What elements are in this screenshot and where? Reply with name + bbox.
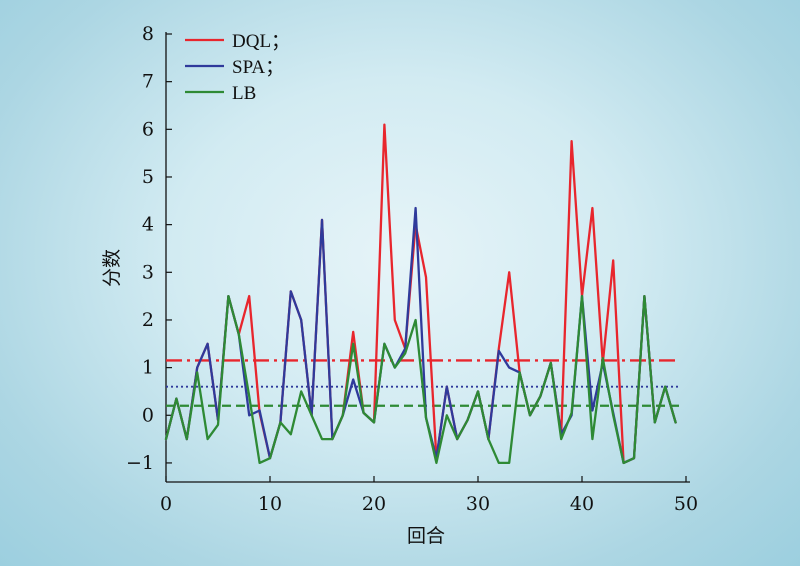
x-tick-label: 40 [570,493,594,515]
legend-label-spa: SPA； [232,57,284,78]
y-tick-label: 3 [142,261,154,283]
y-axis-title: 分数 [101,249,123,287]
series-lines [164,123,677,465]
legend: DQL； SPA； LB [185,31,290,104]
y-tick-label: 7 [142,71,154,93]
y-tick-label: 1 [142,357,154,379]
x-tick-label: 20 [362,493,386,515]
legend-label-dql: DQL； [232,31,290,52]
series-line-dql [164,123,677,465]
legend-label-lb: LB [232,83,256,104]
y-tick-label: 2 [142,309,154,331]
axes: −1 0 1 2 3 4 5 6 7 8 0 10 20 30 40 50 回合 分数 [101,23,698,547]
series-line-lb [164,294,677,465]
y-tick-label: −1 [126,452,154,474]
x-tick-label: 10 [258,493,282,515]
x-tick-label: 30 [466,493,490,515]
y-tick-label: 0 [142,404,154,426]
x-axis-title: 回合 [407,525,445,547]
x-tick-label: 50 [674,493,698,515]
y-tick-label: 8 [142,23,154,45]
y-tick-label: 4 [142,214,154,236]
y-tick-label: 5 [142,166,154,188]
y-tick-label: 6 [142,118,154,140]
x-tick-label: 0 [160,493,172,515]
